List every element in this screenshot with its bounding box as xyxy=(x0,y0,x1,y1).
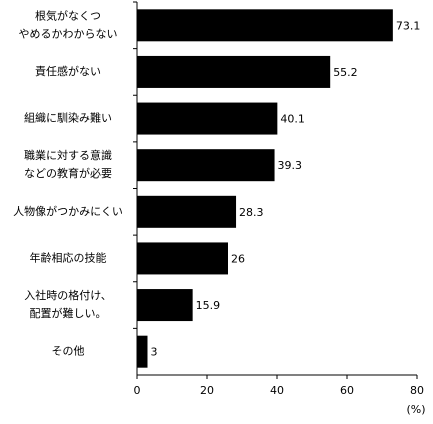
y-tick-label: 責任感がない xyxy=(35,64,101,78)
bar xyxy=(137,149,275,182)
value-label: 26 xyxy=(231,252,245,265)
y-tick-label: 入社時の格付け、 xyxy=(24,288,111,302)
bar xyxy=(137,55,331,88)
x-tick-label: 40 xyxy=(270,384,284,397)
value-label: 40.1 xyxy=(280,113,305,126)
y-tick-label: 年齢相応の技能 xyxy=(30,250,107,264)
value-label: 15.9 xyxy=(196,299,221,312)
bar xyxy=(137,289,193,322)
value-label: 55.2 xyxy=(333,66,358,79)
bar xyxy=(137,102,278,135)
y-tick-label: 人物像がつかみにくい xyxy=(13,204,123,218)
bar xyxy=(137,335,148,368)
y-tick-label: やめるかわからない xyxy=(19,27,118,40)
y-tick-label: 職業に対する意識 xyxy=(24,148,112,162)
value-label: 39.3 xyxy=(278,159,303,172)
x-tick-label: 0 xyxy=(134,384,141,397)
y-tick-label: 配置が難しい。 xyxy=(30,306,107,320)
y-tick-label: などの教育が必要 xyxy=(24,166,112,180)
x-tick-label: 60 xyxy=(340,384,354,397)
value-label: 73.1 xyxy=(396,19,421,32)
bar xyxy=(137,242,228,275)
bar xyxy=(137,9,393,42)
bar xyxy=(137,195,237,228)
y-tick-label: 組織に馴染み難い xyxy=(24,111,112,125)
y-tick-label: その他 xyxy=(52,345,85,358)
x-axis-label: (%) xyxy=(406,403,425,416)
value-label: 28.3 xyxy=(239,206,263,219)
y-tick-label: 根気がなくつ xyxy=(35,8,101,22)
value-label: 3 xyxy=(151,346,158,359)
x-tick-label: 20 xyxy=(200,384,214,397)
x-tick-label: 80 xyxy=(410,384,424,397)
